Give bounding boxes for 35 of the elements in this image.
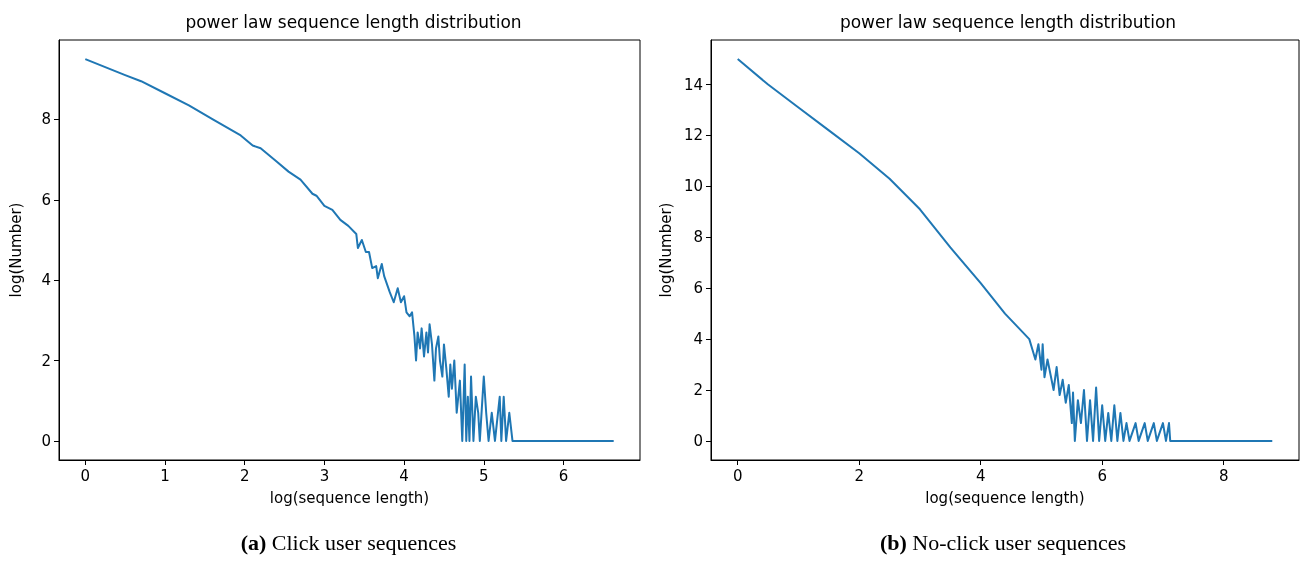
y-tick-label: 2 — [693, 381, 703, 399]
x-axis-title: log(sequence length) — [925, 488, 1085, 507]
x-tick-label: 1 — [160, 466, 170, 485]
x-tick-label: 6 — [558, 466, 569, 485]
x-tick-label: 2 — [854, 466, 864, 485]
y-tick-label: 0 — [41, 431, 51, 450]
y-tick-label: 4 — [693, 330, 703, 349]
y-tick-label: 6 — [41, 190, 51, 209]
x-axis-title: log(sequence length) — [269, 488, 430, 507]
x-tick-label: 0 — [80, 466, 91, 485]
y-tick-label: 10 — [683, 177, 703, 196]
line-series — [736, 58, 1274, 442]
y-axis-title: log(Number) — [6, 202, 25, 298]
chart-title: power law sequence length distribution — [185, 11, 522, 32]
x-tick-label: 4 — [975, 466, 986, 485]
text: (b) No-click user sequences — [878, 530, 1128, 556]
x-tick-label: 5 — [479, 466, 489, 485]
chart-title: power law sequence length distribution — [839, 11, 1177, 32]
x-tick-label: 4 — [399, 466, 409, 485]
x-tick-label: 3 — [319, 466, 330, 485]
line-series — [84, 58, 615, 442]
x-tick-label: 8 — [1218, 466, 1229, 485]
y-tick-label: 14 — [683, 75, 703, 94]
x-tick-label: 0 — [732, 466, 743, 485]
y-axis-title: log(Number) — [656, 202, 675, 298]
y-tick-label: 12 — [683, 126, 703, 145]
y-tick-label: 8 — [693, 228, 703, 247]
text: (a) Click user sequences — [239, 530, 458, 556]
x-tick-label: 6 — [1097, 466, 1107, 485]
y-tick-label: 8 — [41, 110, 51, 129]
y-tick-label: 6 — [693, 279, 703, 298]
y-tick-label: 0 — [693, 431, 703, 450]
x-tick-label: 2 — [239, 466, 250, 485]
y-tick-label: 4 — [41, 271, 51, 290]
y-tick-label: 2 — [41, 351, 51, 370]
